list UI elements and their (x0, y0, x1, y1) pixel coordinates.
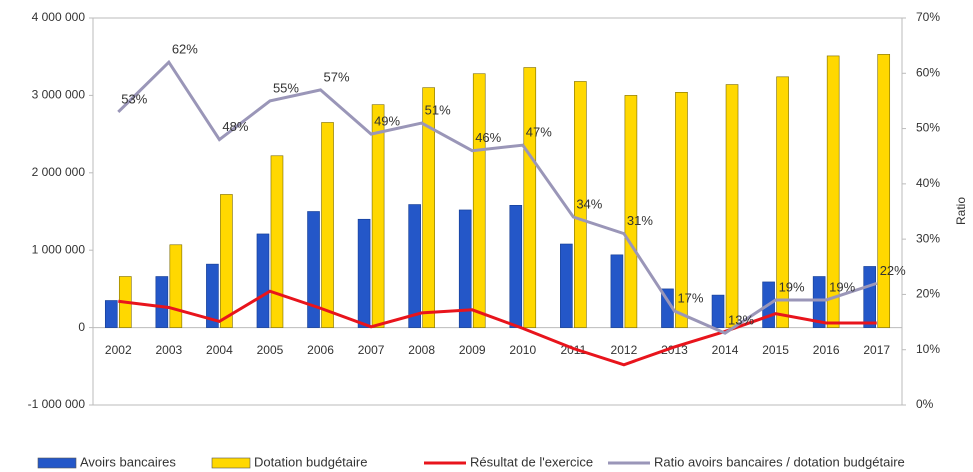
bar (408, 204, 421, 328)
y-tick-label: 2 000 000 (32, 165, 86, 179)
y2-tick-label: 30% (916, 231, 940, 245)
y-tick-label: -1 000 000 (28, 397, 86, 411)
bar (812, 276, 826, 328)
x-tick-label: 2006 (307, 343, 334, 357)
bar (307, 211, 320, 328)
y-tick-label: 0 (78, 320, 85, 334)
data-label: 53% (121, 91, 147, 106)
y2-tick-label: 0% (916, 397, 934, 411)
x-tick-label: 2002 (105, 343, 132, 357)
legend-label: Dotation budgétaire (254, 454, 367, 469)
plot-frame (92, 17, 903, 406)
bar (270, 155, 284, 328)
data-label: 19% (829, 279, 855, 294)
data-label: 57% (324, 69, 350, 84)
bar (509, 205, 523, 328)
bar (321, 122, 334, 328)
bar (422, 87, 435, 328)
data-label: 17% (677, 290, 703, 305)
bar (357, 218, 371, 328)
y2-tick-label: 50% (916, 121, 940, 135)
x-tick-label: 2008 (408, 343, 435, 357)
bar (256, 233, 270, 328)
y-tick-label: 3 000 000 (32, 88, 86, 102)
x-tick-label: 2009 (459, 343, 486, 357)
data-label: 62% (172, 42, 198, 57)
bar (711, 294, 725, 328)
bar (725, 84, 739, 328)
line (118, 289, 877, 367)
bar (863, 266, 877, 328)
bar (155, 276, 169, 328)
bar (472, 73, 486, 328)
bar (560, 243, 573, 328)
x-tick-label: 2014 (712, 343, 739, 357)
x-tick-label: 2016 (813, 343, 840, 357)
bar (574, 81, 587, 328)
y2-tick-label: 10% (916, 342, 940, 356)
bar (220, 194, 233, 328)
bar (371, 104, 385, 328)
legend-label: Avoirs bancaires (80, 454, 176, 469)
y2-tick-label: 40% (916, 176, 940, 190)
bar (206, 263, 219, 328)
data-label: 22% (880, 263, 906, 278)
y2-tick-label: 60% (916, 65, 940, 79)
legend-swatch (37, 457, 77, 469)
bar (523, 67, 537, 328)
x-tick-label: 2004 (206, 343, 233, 357)
y-tick-label: 1 000 000 (32, 242, 86, 256)
legend-label: Ratio avoirs bancaires / dotation budgét… (654, 454, 905, 469)
legend-swatch (211, 457, 251, 469)
data-label: 31% (627, 213, 653, 228)
data-label: 48% (222, 119, 248, 134)
data-label: 19% (779, 279, 805, 294)
x-tick-label: 2003 (155, 343, 182, 357)
bar (776, 76, 789, 328)
data-label: 13% (728, 313, 754, 328)
legend: Avoirs bancaires Dotation budgétaire Résul… (37, 454, 905, 469)
data-label: 46% (475, 130, 501, 145)
x-tick-label: 2005 (257, 343, 284, 357)
bar (458, 209, 472, 328)
legend-label: Résultat de l'exercice (470, 454, 593, 469)
x-tick-label: 2012 (611, 343, 638, 357)
data-label: 34% (576, 196, 602, 211)
bar (675, 92, 688, 328)
y2-tick-label: 70% (916, 10, 940, 24)
bar (877, 54, 891, 328)
x-tick-label: 2007 (358, 343, 385, 357)
bar (826, 55, 840, 328)
line (117, 59, 878, 335)
bar (610, 254, 624, 328)
x-tick-label: 2010 (509, 343, 536, 357)
data-label: 51% (425, 102, 451, 117)
y2-tick-label: 20% (916, 287, 940, 301)
y-tick-label: 4 000 000 (32, 10, 86, 24)
bar (104, 300, 118, 328)
x-tick-label: 2015 (762, 343, 789, 357)
y2-axis-title: Ratio (954, 197, 968, 225)
data-label: 55% (273, 80, 299, 95)
data-label: 47% (526, 125, 552, 140)
bar (624, 95, 638, 328)
data-label: 49% (374, 114, 400, 129)
bar (169, 244, 183, 328)
x-tick-label: 2017 (863, 343, 890, 357)
